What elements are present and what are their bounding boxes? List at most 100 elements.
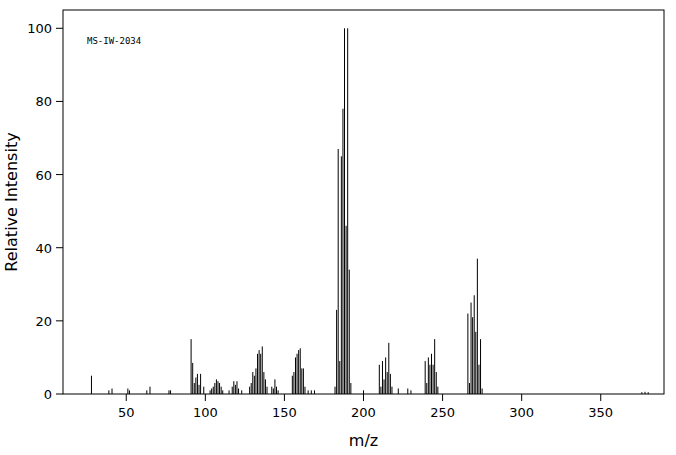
- peak: [271, 387, 272, 394]
- peak: [221, 387, 222, 394]
- peak: [482, 389, 483, 394]
- peak: [214, 383, 215, 394]
- peak: [217, 381, 218, 394]
- x-tick-label: 100: [193, 405, 218, 420]
- peak: [342, 109, 343, 394]
- peak: [199, 385, 200, 394]
- peak: [191, 339, 192, 394]
- peak: [292, 376, 293, 394]
- peak: [434, 339, 435, 394]
- peak: [238, 389, 239, 394]
- peak: [349, 270, 350, 394]
- y-tick: [56, 101, 63, 102]
- peak: [236, 381, 237, 394]
- peak: [437, 387, 438, 394]
- peak: [301, 368, 302, 394]
- peak: [303, 368, 304, 394]
- peak: [127, 389, 128, 394]
- x-tick-label: 300: [509, 405, 534, 420]
- x-tick-label: 350: [588, 405, 613, 420]
- peak: [436, 372, 437, 394]
- peak: [398, 389, 399, 394]
- peak: [273, 389, 274, 394]
- peak: [471, 303, 472, 394]
- peak: [108, 390, 109, 394]
- peak: [469, 383, 470, 394]
- peak: [431, 354, 432, 394]
- peak: [428, 357, 429, 394]
- peak: [146, 390, 147, 394]
- peak: [407, 389, 408, 394]
- peak: [263, 372, 264, 394]
- peak: [338, 149, 339, 394]
- peak: [311, 390, 312, 394]
- peak: [257, 354, 258, 394]
- x-tick-label: 50: [118, 405, 135, 420]
- peak: [308, 390, 309, 394]
- peak: [262, 346, 263, 394]
- peak: [341, 156, 342, 394]
- peak: [382, 361, 383, 394]
- peak: [477, 259, 478, 394]
- peak: [222, 390, 223, 394]
- peak: [387, 372, 388, 394]
- x-tick: [284, 394, 285, 401]
- peak: [229, 390, 230, 394]
- peak: [195, 378, 196, 394]
- peak: [91, 376, 92, 394]
- y-tick: [56, 247, 63, 248]
- x-tick: [363, 394, 364, 401]
- peak: [433, 365, 434, 394]
- peak: [304, 387, 305, 394]
- peak: [474, 295, 475, 394]
- x-tick: [126, 394, 127, 401]
- peak: [336, 310, 337, 394]
- peak: [235, 385, 236, 394]
- peak: [200, 374, 201, 394]
- peak: [170, 390, 171, 394]
- peak: [314, 390, 315, 394]
- bars: [91, 28, 648, 394]
- peak: [265, 379, 266, 394]
- peak: [339, 361, 340, 394]
- peak: [346, 226, 347, 394]
- plot-frame: [63, 10, 664, 394]
- x-tick: [205, 394, 206, 401]
- peak: [149, 387, 150, 394]
- x-axis-label: m/z: [349, 431, 378, 450]
- peak: [232, 387, 233, 394]
- peak: [335, 387, 336, 394]
- x-tick-label: 200: [351, 405, 376, 420]
- peak: [112, 389, 113, 394]
- peak: [267, 387, 268, 394]
- y-tick: [56, 320, 63, 321]
- peak: [475, 332, 476, 394]
- peak: [425, 361, 426, 394]
- peak: [363, 390, 364, 394]
- y-tick-label: 20: [35, 314, 52, 329]
- peak: [426, 383, 427, 394]
- peak: [233, 381, 234, 394]
- peak: [384, 379, 385, 394]
- peak: [410, 390, 411, 394]
- y-tick: [56, 174, 63, 175]
- peak: [480, 339, 481, 394]
- peak: [429, 365, 430, 394]
- y-tick-label: 100: [27, 21, 52, 36]
- y-tick-label: 80: [35, 94, 52, 109]
- peak: [249, 387, 250, 394]
- peak: [297, 354, 298, 394]
- peak: [344, 28, 345, 394]
- peak: [388, 343, 389, 394]
- y-tick: [56, 28, 63, 29]
- peak: [168, 390, 169, 394]
- peak: [213, 387, 214, 394]
- peak: [254, 376, 255, 394]
- x-tick-label: 150: [272, 405, 297, 420]
- peak: [295, 357, 296, 394]
- peak: [260, 354, 261, 394]
- peak: [259, 350, 260, 394]
- peak: [252, 372, 253, 394]
- y-axis-label: Relative Intensity: [2, 132, 21, 271]
- peak: [298, 350, 299, 394]
